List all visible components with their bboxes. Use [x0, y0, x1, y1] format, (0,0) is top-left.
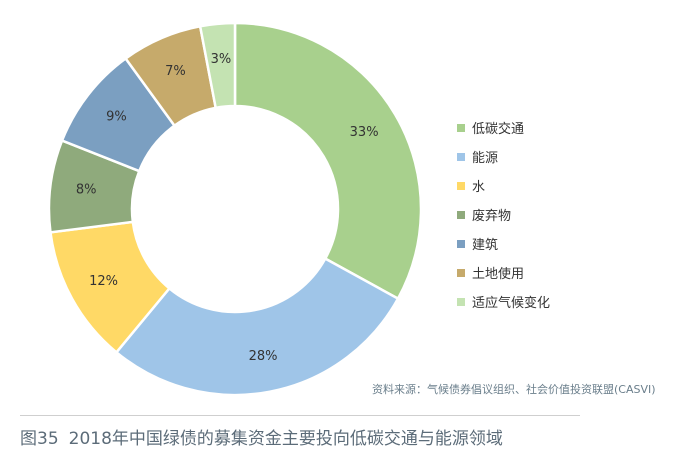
legend-item-0: 低碳交通 — [457, 113, 550, 142]
donut-slice-1 — [114, 256, 400, 397]
legend-item-5: 土地使用 — [457, 258, 550, 287]
legend-swatch — [457, 181, 465, 190]
legend-item-1: 能源 — [457, 142, 550, 171]
legend-item-6: 适应气候变化 — [457, 287, 550, 316]
legend-label: 水 — [472, 180, 486, 195]
legend-label: 土地使用 — [472, 267, 525, 282]
caption-text: 2018年中国绿债的募集资金主要投向低碳交通与能源领域 — [68, 429, 503, 449]
slice-value-label-0: 33% — [350, 125, 379, 140]
slice-value-label-1: 28% — [249, 349, 278, 364]
legend-swatch — [457, 268, 465, 277]
legend-label: 废弃物 — [472, 209, 512, 224]
figure-number: 图35 — [20, 429, 59, 449]
donut-slice-0 — [233, 21, 423, 301]
legend-label: 能源 — [472, 151, 499, 166]
legend-swatch — [457, 297, 465, 306]
source-note: 资料来源：气候债券倡议组织、社会价值投资联盟(CASVI) — [372, 383, 656, 396]
slice-value-label-3: 8% — [76, 183, 97, 198]
legend-item-2: 水 — [457, 171, 550, 200]
legend-item-4: 建筑 — [457, 229, 550, 258]
caption-divider — [20, 415, 580, 416]
legend-swatch — [457, 210, 465, 219]
legend-swatch — [457, 123, 465, 132]
slice-value-label-5: 7% — [165, 64, 186, 79]
legend-swatch — [457, 239, 465, 248]
donut-slice-6 — [198, 21, 237, 110]
legend-swatch — [457, 152, 465, 161]
slice-value-label-6: 3% — [211, 52, 232, 67]
slice-value-label-2: 12% — [89, 274, 118, 289]
slice-value-label-4: 9% — [106, 110, 127, 125]
legend-label: 建筑 — [472, 238, 499, 253]
chart-legend: 低碳交通能源水废弃物建筑土地使用适应气候变化 — [457, 113, 550, 316]
legend-item-3: 废弃物 — [457, 200, 550, 229]
legend-label: 低碳交通 — [472, 122, 525, 137]
figure-caption: 图35 2018年中国绿债的募集资金主要投向低碳交通与能源领域 — [20, 424, 503, 449]
legend-label: 适应气候变化 — [472, 296, 551, 311]
